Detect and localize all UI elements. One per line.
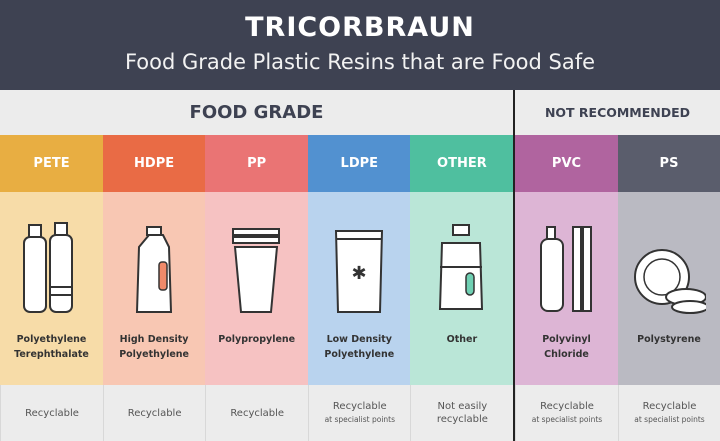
bag-icon: ✱ [334,230,383,313]
svg-text:✱: ✱ [351,263,366,284]
resin-name: Polyvinyl Chloride [515,332,618,362]
recyclability-status: Recyclable [230,407,285,419]
recyclability: Recyclable [205,385,309,441]
recyclability-status: Recyclable [642,401,697,412]
resin-code: PP [205,135,309,192]
recyclability: Recyclable [0,385,103,441]
resin-name-line1: Polyvinyl [542,334,591,345]
resin-code: PVC [515,135,618,192]
recyclability: Recyclable at specialist points [307,385,411,441]
resin-name-line1: Polypropylene [218,334,296,345]
cups-icon [232,228,281,313]
recyclability: Not easily recyclable [410,385,514,441]
resin-name-line1: Polyethylene [16,334,87,345]
resin-code: OTHER [410,135,514,192]
resin-column-ldpe: LDPE ✱ Low Density Polyethylene Recyclabl… [307,135,411,441]
recyclability: Recyclable [102,385,206,441]
recyclability-status: Recyclable [127,407,182,419]
resin-body: Other [410,192,514,385]
resin-name-line2: Chloride [544,349,589,360]
resin-column-ps: PS Polystyrene Recyclable at specialist p… [617,135,720,441]
resin-column-pete: PETE Polyethylene Terephthalate Recyclabl… [0,135,103,441]
recyclability-note: at specialist points [324,415,396,424]
recyclability: Recyclable at specialist points [617,385,720,441]
resin-name: Other [410,332,513,347]
resin-name-line1: High Density [119,334,189,345]
recyclability-status: Recyclable [332,401,387,412]
recyclability: Recyclable at specialist points [515,385,618,441]
resin-name-line2: Terephthalate [14,349,89,360]
pipes-icon [540,226,592,312]
resin-body: Polyvinyl Chloride [515,192,618,385]
not-recommended-heading: NOT RECOMMENDED [515,90,720,135]
bottles-icon [23,222,73,313]
resin-name: Low Density Polyethylene [308,332,411,362]
resin-name: Polyethylene Terephthalate [0,332,103,362]
section-divider [513,90,515,441]
resin-name: Polypropylene [205,332,308,347]
recyclability-note: at specialist points [531,415,603,424]
food-grade-heading: FOOD GRADE [0,90,513,135]
milk-jug-icon [135,226,172,313]
recyclability-status: Recyclable [540,401,594,412]
resin-column-pvc: PVC Polyvinyl Chloride Recyclable at speci… [515,135,618,441]
page-title: Food Grade Plastic Resins that are Food … [124,50,596,74]
resin-code: LDPE [307,135,411,192]
resin-name-line1: Polystyrene [637,334,701,345]
water-jug-icon [439,224,484,310]
resin-name-line2: Polyethylene [324,349,395,360]
resin-code: PETE [0,135,103,192]
recyclability-status: Not easily [437,401,488,412]
header-banner: TRICORBRAUN Food Grade Plastic Resins th… [0,0,720,90]
resin-body: ✱ Low Density Polyethylene [307,192,411,385]
brand-logo: TRICORBRAUN [245,12,475,43]
plates-icon [633,249,706,314]
resin-code: PS [617,135,720,192]
resin-name: Polystyrene [618,332,720,347]
resin-column-hdpe: HDPE High Density Polyethylene Recyclable [102,135,206,441]
resin-body: Polystyrene [617,192,720,385]
resin-code: HDPE [102,135,206,192]
resin-name-line1: Other [446,334,478,345]
resin-body: Polypropylene [205,192,309,385]
resin-column-other: OTHER Other Not easily recyclable [410,135,514,441]
recyclability-note: at specialist points [634,415,705,424]
resin-name: High Density Polyethylene [103,332,206,362]
resin-name-line1: Low Density [326,334,392,345]
resin-name-line2: Polyethylene [119,349,189,360]
resin-body: High Density Polyethylene [102,192,206,385]
resin-column-pp: PP Polypropylene Recyclable [205,135,309,441]
resin-body: Polyethylene Terephthalate [0,192,103,385]
recyclability-note: recyclable [436,414,488,425]
recyclability-status: Recyclable [25,407,79,419]
